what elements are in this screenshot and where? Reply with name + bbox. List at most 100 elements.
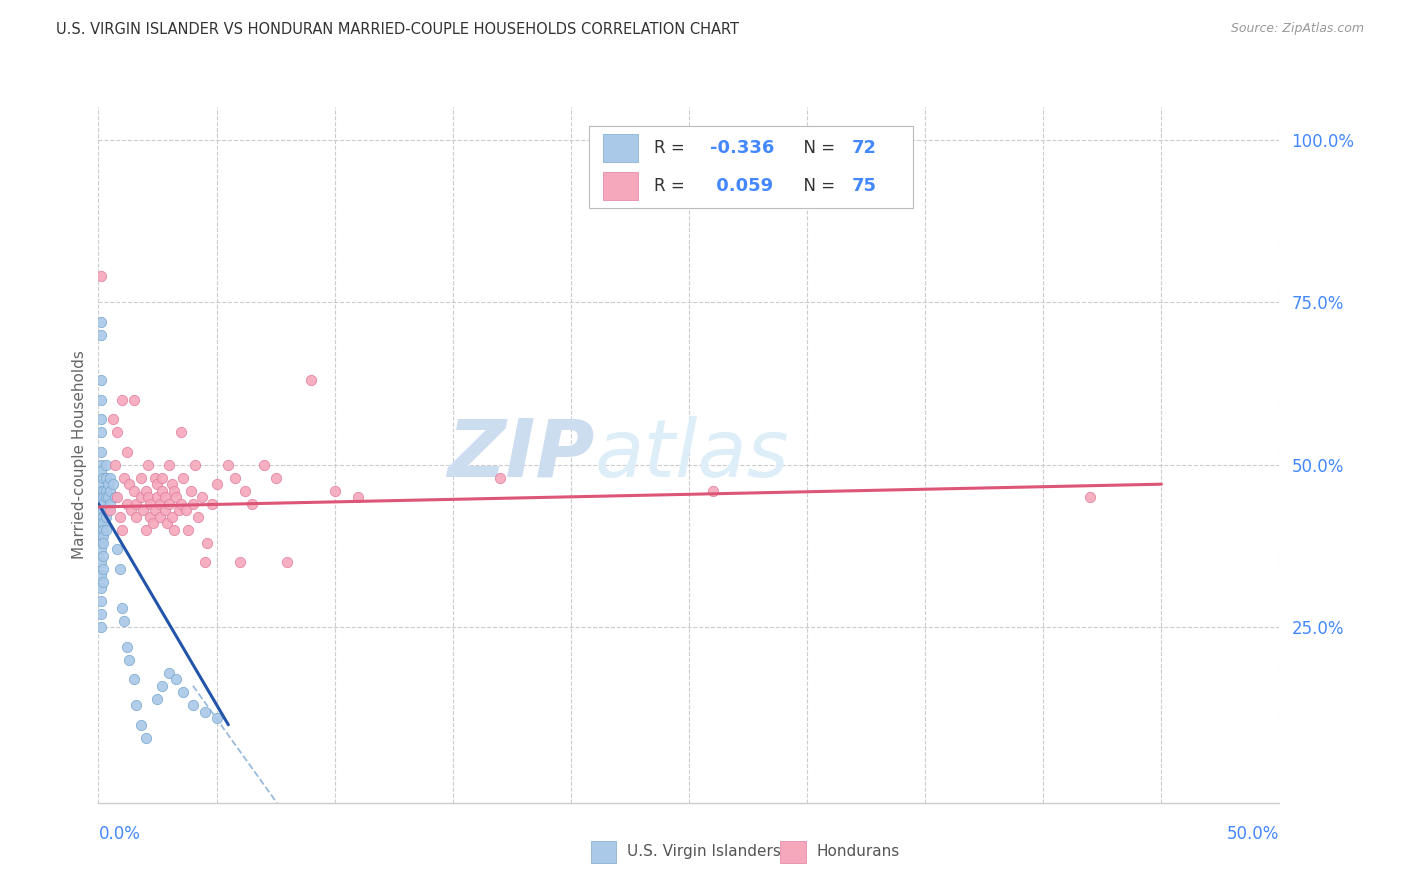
Y-axis label: Married-couple Households: Married-couple Households [72,351,87,559]
Text: 50.0%: 50.0% [1227,825,1279,843]
Point [104,490,127,504]
Point [195,535,218,549]
Point [90,529,112,543]
Point [90,425,112,439]
Point [90,444,112,458]
Point [118,653,141,667]
Point [94,471,117,485]
Point [90,412,112,426]
Point [115,444,138,458]
Point [136,458,159,472]
Point [90,497,112,511]
Point [167,503,190,517]
Point [91,529,114,543]
Point [163,483,186,498]
Text: U.S. Virgin Islanders: U.S. Virgin Islanders [627,845,780,859]
Point [233,483,256,498]
Point [181,497,204,511]
Point [146,691,169,706]
FancyBboxPatch shape [589,126,914,208]
Point [91,549,114,563]
Point [139,497,162,511]
Text: N =: N = [793,139,841,157]
Point [91,471,114,485]
Point [94,458,117,472]
Point [90,490,112,504]
Point [98,483,121,498]
Point [90,503,112,517]
Point [157,665,180,680]
Point [132,503,155,517]
Point [217,458,239,472]
Point [1080,490,1102,504]
Point [205,477,228,491]
Text: atlas: atlas [595,416,789,494]
Point [129,718,152,732]
Point [90,555,112,569]
Point [91,574,114,589]
Point [163,523,186,537]
Point [125,698,148,713]
Point [194,555,217,569]
Point [172,685,194,699]
Point [108,562,131,576]
Point [264,471,287,485]
Point [165,490,187,504]
Point [115,497,138,511]
Point [90,315,112,329]
Point [111,392,134,407]
Point [90,607,112,622]
Point [187,509,209,524]
Point [129,471,152,485]
Text: U.S. VIRGIN ISLANDER VS HONDURAN MARRIED-COUPLE HOUSEHOLDS CORRELATION CHART: U.S. VIRGIN ISLANDER VS HONDURAN MARRIED… [56,22,740,37]
Text: 0.0%: 0.0% [98,825,141,843]
Point [111,600,134,615]
Point [125,509,148,524]
Point [157,458,180,472]
Point [90,568,112,582]
Point [156,516,179,531]
Point [91,497,114,511]
Point [101,477,124,491]
Point [121,503,143,517]
Point [149,497,172,511]
Point [97,503,120,517]
Point [94,509,117,524]
Point [90,373,112,387]
Point [101,412,124,426]
Point [276,555,298,569]
Point [170,425,193,439]
FancyBboxPatch shape [603,134,638,162]
Text: R =: R = [654,177,689,194]
Point [90,392,112,407]
Point [174,503,197,517]
Point [122,392,145,407]
Point [149,509,172,524]
Point [90,327,112,342]
Point [108,509,131,524]
Point [105,490,128,504]
Point [146,490,169,504]
Point [98,497,121,511]
Point [146,477,169,491]
Point [142,516,165,531]
Text: 0.059: 0.059 [710,177,773,194]
Point [90,620,112,634]
Point [90,483,112,498]
Point [104,458,127,472]
Point [170,497,193,511]
Point [153,503,176,517]
Point [97,477,120,491]
Point [135,731,157,745]
Point [181,698,204,713]
Text: ZIP: ZIP [447,416,595,494]
Point [94,483,117,498]
Point [135,483,157,498]
Point [172,471,194,485]
Point [177,523,200,537]
Point [136,490,159,504]
Text: -0.336: -0.336 [710,139,775,157]
Point [91,516,114,531]
Point [112,471,135,485]
Point [90,535,112,549]
